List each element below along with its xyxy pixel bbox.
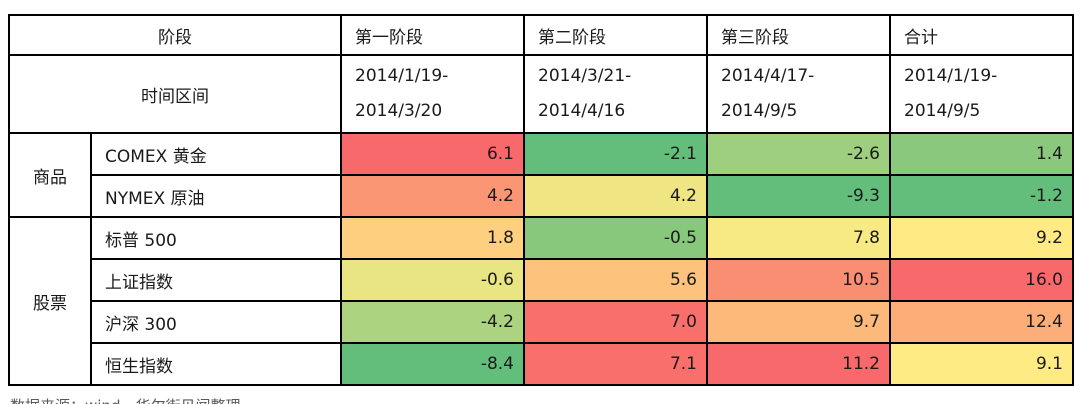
table-row-phase-header: 阶段 第一阶段 第二阶段 第三阶段 合计: [8, 14, 1074, 56]
phase1-period-cell: 2014/1/19- 2014/3/20: [340, 54, 525, 134]
heatmap-cell: -9.3: [706, 174, 891, 218]
heatmap-cell: 5.6: [523, 258, 708, 302]
corner-header-cell: 阶段: [8, 14, 342, 56]
table-row-sp500: 股票 标普 500 1.8 -0.5 7.8 9.2: [8, 216, 1074, 386]
heatmap-cell: 6.1: [340, 132, 525, 176]
heatmap-cell: 16.0: [889, 258, 1074, 302]
heatmap-cell: 9.7: [706, 300, 891, 344]
heatmap-cell: 1.8: [340, 216, 525, 260]
heatmap-cell: 12.4: [889, 300, 1074, 344]
performance-table: 阶段 第一阶段 第二阶段 第三阶段 合计 时间区间 2014/1/19- 201…: [8, 14, 1074, 386]
table-row-comex-gold: 商品 COMEX 黄金 6.1 -2.1 -2.6 1.4: [8, 132, 1074, 218]
heatmap-cell: 7.0: [523, 300, 708, 344]
period-header-cell: 时间区间: [8, 54, 342, 134]
period-end: 2014/3/20: [355, 101, 443, 121]
heatmap-cell: -1.2: [889, 174, 1074, 218]
period-start: 2014/4/17-: [721, 66, 815, 86]
row-label-nymex-oil: NYMEX 原油: [90, 174, 342, 218]
table-row-hang-seng: 恒生指数 -8.4 7.1 11.2 9.1: [9, 342, 1074, 386]
heatmap-cell: 10.5: [706, 258, 891, 302]
row-label-sse-composite: 上证指数: [90, 258, 342, 302]
heatmap-cell: -0.6: [340, 258, 525, 302]
phase2-period-cell: 2014/3/21- 2014/4/16: [523, 54, 708, 134]
phase2-header-cell: 第二阶段: [523, 14, 708, 56]
heatmap-cell: 7.1: [523, 342, 708, 386]
heatmap-cell: 9.2: [889, 216, 1074, 260]
total-header-cell: 合计: [889, 14, 1074, 56]
heatmap-cell: -2.1: [523, 132, 708, 176]
period-start: 2014/3/21-: [538, 66, 632, 86]
heatmap-cell: 9.1: [889, 342, 1074, 386]
heatmap-cell: 4.2: [340, 174, 525, 218]
heatmap-cell: 11.2: [706, 342, 891, 386]
group-label-stocks: 股票: [8, 216, 92, 386]
heatmap-cell: -4.2: [340, 300, 525, 344]
footnote-clipped: 数据来源：wind，华尔街见闻整理: [10, 397, 610, 404]
period-end: 2014/9/5: [721, 101, 798, 121]
phase3-header-cell: 第三阶段: [706, 14, 891, 56]
heatmap-cell: 1.4: [889, 132, 1074, 176]
row-label-sp500: 标普 500: [90, 216, 342, 260]
phase1-header-cell: 第一阶段: [340, 14, 525, 56]
period-end: 2014/4/16: [538, 101, 626, 121]
row-label-csi300: 沪深 300: [90, 300, 342, 344]
phase3-period-cell: 2014/4/17- 2014/9/5: [706, 54, 891, 134]
heatmap-cell: -2.6: [706, 132, 891, 176]
row-label-comex-gold: COMEX 黄金: [90, 132, 342, 176]
period-end: 2014/9/5: [904, 101, 981, 121]
group-label-commodities: 商品: [8, 132, 92, 218]
heatmap-cell: 4.2: [523, 174, 708, 218]
table-row-period-header: 时间区间 2014/1/19- 2014/3/20 2014/3/21- 201…: [8, 54, 1074, 134]
total-period-cell: 2014/1/19- 2014/9/5: [889, 54, 1074, 134]
row-label-hang-seng: 恒生指数: [90, 342, 342, 386]
heatmap-cell: -0.5: [523, 216, 708, 260]
table-row-csi300: 沪深 300 -4.2 7.0 9.7 12.4: [9, 300, 1074, 344]
table-row-nymex-oil: NYMEX 原油 4.2 4.2 -9.3 -1.2: [9, 174, 1074, 218]
period-start: 2014/1/19-: [355, 66, 449, 86]
heatmap-cell: -8.4: [340, 342, 525, 386]
heatmap-cell: 7.8: [706, 216, 891, 260]
period-start: 2014/1/19-: [904, 66, 998, 86]
table-row-sse-composite: 上证指数 -0.6 5.6 10.5 16.0: [9, 258, 1074, 302]
